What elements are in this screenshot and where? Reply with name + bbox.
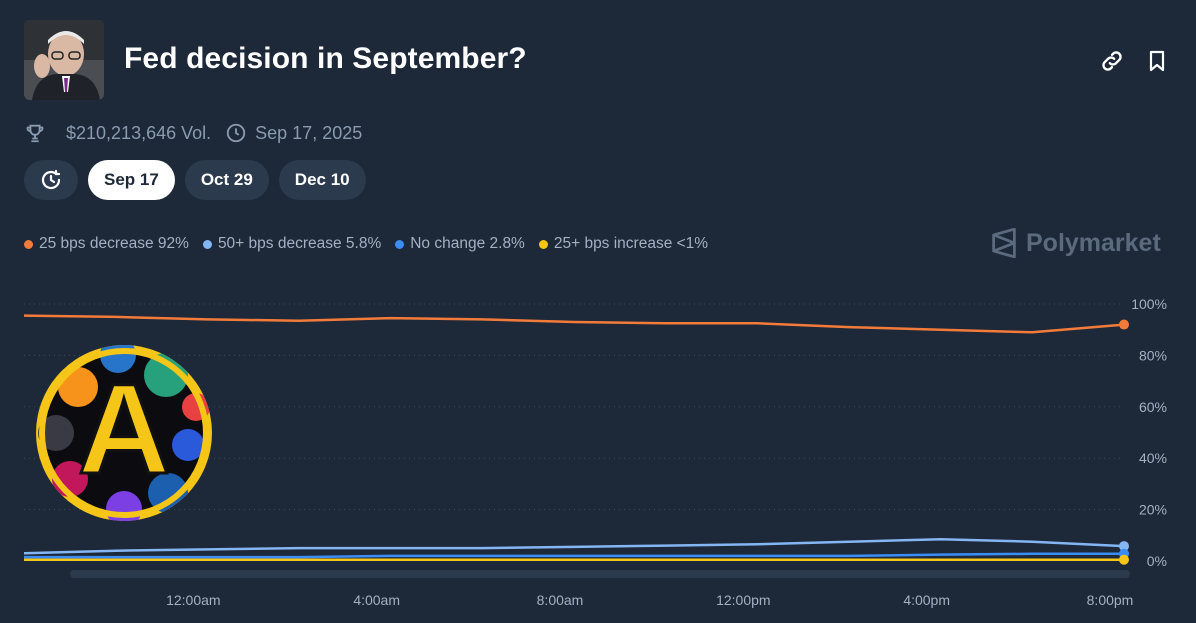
series-end-point[interactable] [1119, 541, 1129, 552]
x-tick-label: 4:00am [353, 592, 400, 608]
probability-chart: 100% 80% 60% 40% 20% 0% 12:00am 4:00am 8:00am 12… [23, 296, 1167, 608]
link-icon[interactable] [1099, 48, 1125, 74]
tab-dec-10[interactable]: Dec 10 [278, 160, 366, 200]
series-end-point[interactable] [1119, 319, 1129, 330]
legend-item[interactable]: 25 bps decrease 92% [24, 235, 189, 253]
chart-legend: 25 bps decrease 92% 50+ bps decrease 5.8… [24, 235, 708, 253]
polymarket-icon [992, 228, 1016, 258]
x-tick-label: 12:00pm [716, 592, 770, 608]
date-tabs: Sep 17 Oct 29 Dec 10 [24, 160, 366, 200]
x-tick-label: 8:00am [537, 592, 584, 608]
x-tick-label: 4:00pm [903, 592, 950, 608]
y-tick-label: 20% [1139, 502, 1167, 518]
y-tick-label: 100% [1131, 296, 1167, 312]
y-tick-label: 0% [1147, 553, 1167, 569]
legend-label: 50+ bps decrease 5.8% [217, 235, 382, 252]
trophy-icon [26, 124, 44, 143]
legend-label: 25 bps decrease 92% [39, 235, 189, 252]
series-line[interactable] [23, 537, 1125, 555]
person-portrait-icon [24, 20, 104, 100]
legend-item[interactable]: 25+ bps increase <1% [538, 235, 709, 253]
series-line[interactable] [24, 552, 1124, 559]
y-tick-label: 40% [1139, 450, 1167, 466]
chart-scrubber[interactable] [70, 570, 1130, 578]
crypto-coins-icon: A [38, 345, 210, 521]
brand-name: Polymarket [1026, 228, 1161, 257]
polymarket-logo: Polymarket [990, 228, 1161, 258]
market-avatar [24, 20, 104, 100]
channel-badge: A [36, 345, 212, 521]
y-tick-label: 80% [1139, 347, 1167, 363]
series-end-point[interactable] [1119, 554, 1129, 565]
history-button[interactable] [24, 160, 78, 200]
volume-text: $210,213,646 Vol. [66, 122, 212, 143]
tab-oct-29[interactable]: Oct 29 [184, 160, 269, 200]
tab-sep-17[interactable]: Sep 17 [88, 160, 175, 200]
legend-label: No change 2.8% [410, 235, 525, 252]
x-tick-label: 12:00am [166, 592, 220, 608]
series-line[interactable] [23, 314, 1125, 334]
x-tick-label: 8:00pm [1087, 592, 1134, 608]
badge-letter: A [78, 358, 170, 501]
clock-icon [226, 123, 246, 143]
end-date-text: Sep 17, 2025 [255, 122, 363, 143]
legend-item[interactable]: 50+ bps decrease 5.8% [202, 235, 382, 253]
bookmark-icon[interactable] [1145, 48, 1171, 74]
market-meta: $210,213,646 Vol. Sep 17, 2025 [24, 120, 362, 146]
page-title: Fed decision in September? [124, 42, 527, 75]
legend-item[interactable]: No change 2.8% [395, 235, 525, 253]
legend-label: 25+ bps increase <1% [553, 235, 709, 252]
y-tick-label: 60% [1139, 399, 1167, 415]
history-icon [41, 169, 61, 190]
